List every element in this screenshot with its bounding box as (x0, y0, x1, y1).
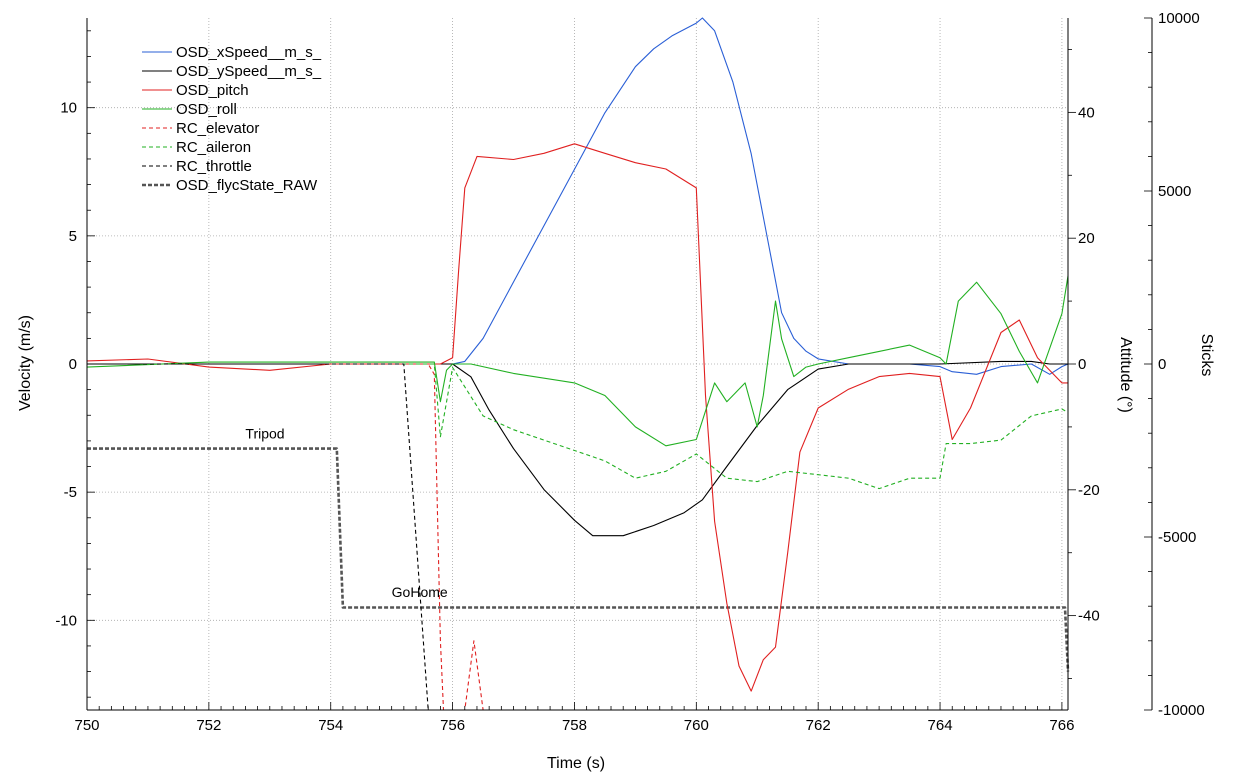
x-tick-label: 756 (440, 717, 465, 734)
x-axis-title: Time (s) (547, 755, 605, 772)
y-left-tick-label: 10 (60, 100, 77, 117)
series-line-RC_aileron (87, 363, 1069, 490)
y-attitude-tick-label: -40 (1078, 608, 1100, 625)
series-line-OSD_pitch (86, 143, 1068, 692)
legend-label: RC_elevator (176, 120, 259, 137)
legend-label: OSD_xSpeed__m_s_ (176, 44, 322, 61)
annotation-label: Tripod (245, 425, 284, 441)
y-sticks-tick-label: -10000 (1158, 702, 1205, 719)
y-sticks-tick-label: 10000 (1158, 10, 1200, 27)
legend-label: OSD_ySpeed__m_s_ (176, 63, 322, 80)
x-tick-label: 750 (74, 717, 99, 734)
y-sticks-tick-label: -5000 (1158, 529, 1196, 546)
legend-label: OSD_flycState_RAW (176, 177, 318, 194)
series-line-OSD_flycState_RAW (87, 447, 1070, 672)
y-axis-attitude-title: Attitude (°) (1117, 337, 1134, 413)
x-tick-label: 754 (318, 717, 343, 734)
y-attitude-tick-label: -20 (1078, 482, 1100, 499)
y-sticks-tick-label: 5000 (1158, 183, 1191, 200)
legend-label: RC_throttle (176, 158, 252, 175)
y-axis-sticks-title: Sticks (1198, 334, 1215, 377)
legend: OSD_xSpeed__m_s_ OSD_ySpeed__m_s_ OSD_pitc… (142, 44, 322, 194)
series-line-OSD_ySpeed__m_s_ (87, 360, 1068, 537)
x-tick-label: 764 (928, 717, 953, 734)
x-tick-label: 758 (562, 717, 587, 734)
y-left-tick-label: -10 (55, 612, 77, 629)
axes (86, 17, 1153, 711)
annotations: Tripod GoHome (245, 425, 447, 600)
y-left-tick-label: 5 (69, 228, 77, 245)
x-tick-label: 760 (684, 717, 709, 734)
legend-label: RC_aileron (176, 139, 251, 156)
y-attitude-tick-label: 40 (1078, 104, 1095, 121)
y-axis-left-title: Velocity (m/s) (17, 315, 34, 411)
y-left-tick-label: 0 (69, 356, 77, 373)
y-left-tick-label: -5 (64, 484, 77, 501)
annotation-label: GoHome (392, 584, 448, 600)
x-tick-label: 762 (806, 717, 831, 734)
series-line-OSD_xSpeed__m_s_ (87, 17, 1069, 375)
y-attitude-tick-label: 0 (1078, 356, 1086, 373)
y-sticks-tick-label: 0 (1158, 356, 1166, 373)
legend-label: OSD_roll (176, 101, 237, 118)
legend-label: OSD_pitch (176, 82, 249, 99)
x-tick-label: 752 (196, 717, 221, 734)
x-tick-label: 766 (1049, 717, 1074, 734)
series-line-OSD_roll (86, 275, 1069, 447)
y-attitude-tick-label: 20 (1078, 230, 1095, 247)
series-line-RC_throttle (87, 363, 1068, 711)
series-line-RC_elevator (87, 363, 1068, 711)
tick-labels: 750 752 754 756 758 760 762 764 766 10 5 0 -5 -10 40 20… (55, 10, 1204, 734)
